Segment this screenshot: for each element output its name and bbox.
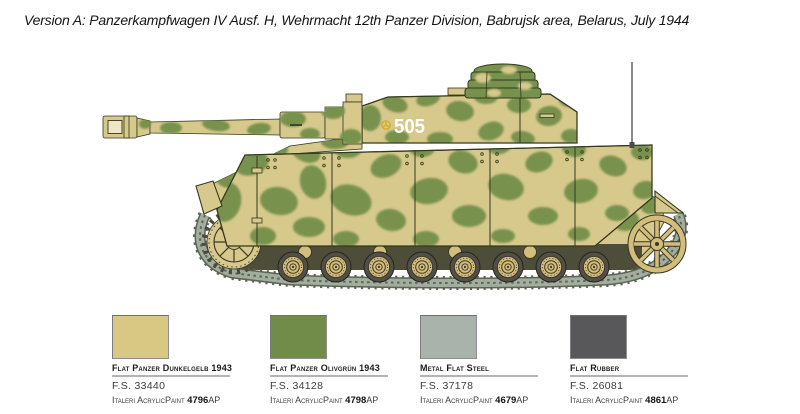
paint-fs-code: F.S. 37178 [420,380,474,392]
paint-name: Metal Flat Steel [420,363,538,377]
tank-illustration: 505 [50,50,710,300]
paint-brand-line: Italeri AcrylicPaint 4861AP [570,395,702,406]
paint-swatch [420,315,477,359]
paint-brand: Italeri AcrylicPaint [112,395,185,405]
paint-brand-line: Italeri AcrylicPaint 4796AP [112,395,244,406]
muzzle-brake-port [107,120,123,134]
rear-mudguard [654,189,685,214]
paint-brand: Italeri AcrylicPaint [270,395,343,405]
paint-card: Flat Panzer Olivgrün 1943 F.S. 34128 Ita… [270,315,402,406]
cupola-camouflage [475,66,532,97]
paint-brand-line: Italeri AcrylicPaint 4679AP [420,395,552,406]
paint-brand: Italeri AcrylicPaint [570,395,643,405]
paint-code: 4798 [345,395,367,406]
paint-code-suffix: AP [366,395,379,405]
paint-name: Flat Panzer Dunkelgelb 1943 [112,363,232,377]
paint-brand-line: Italeri AcrylicPaint 4798AP [270,395,402,406]
commander-cupola [464,63,542,99]
paint-fs-code: F.S. 33440 [112,380,166,392]
paint-swatch [270,315,327,359]
paint-name: Flat Panzer Olivgrün 1943 [270,363,388,377]
version-title: Version A: Panzerkampfwagen IV Ausf. H, … [24,12,690,28]
turret-number: 505 [394,116,425,138]
track [193,210,689,290]
tank-svg: 505 [102,62,689,290]
paint-code: 4796 [187,395,209,406]
front-mudguard [195,180,223,215]
paint-code: 4861 [645,395,667,406]
gun-camouflage [139,103,362,144]
paint-card: Flat Rubber F.S. 26081 Italeri AcrylicPa… [570,315,702,406]
idler-wheel [627,214,687,274]
paint-code-suffix: AP [208,395,221,405]
paint-code-suffix: AP [666,395,679,405]
skirt-panel-lines [256,147,576,246]
paint-swatch [570,315,627,359]
paint-code-suffix: AP [516,395,529,405]
turret: 505 [345,87,578,144]
main-gun [102,101,363,145]
paint-card: Flat Panzer Dunkelgelb 1943 F.S. 33440 I… [112,315,244,406]
paint-brand: Italeri AcrylicPaint [420,395,493,405]
paint-fs-code: F.S. 26081 [570,380,624,392]
paint-card: Metal Flat Steel F.S. 37178 Italeri Acry… [420,315,552,406]
paint-fs-code: F.S. 34128 [270,380,324,392]
hull-side-skirt [216,144,653,247]
paint-swatch [112,315,169,359]
paint-name: Flat Rubber [570,363,688,377]
turret-emblem [381,120,391,130]
antenna [629,62,635,148]
paint-code: 4679 [495,395,517,406]
